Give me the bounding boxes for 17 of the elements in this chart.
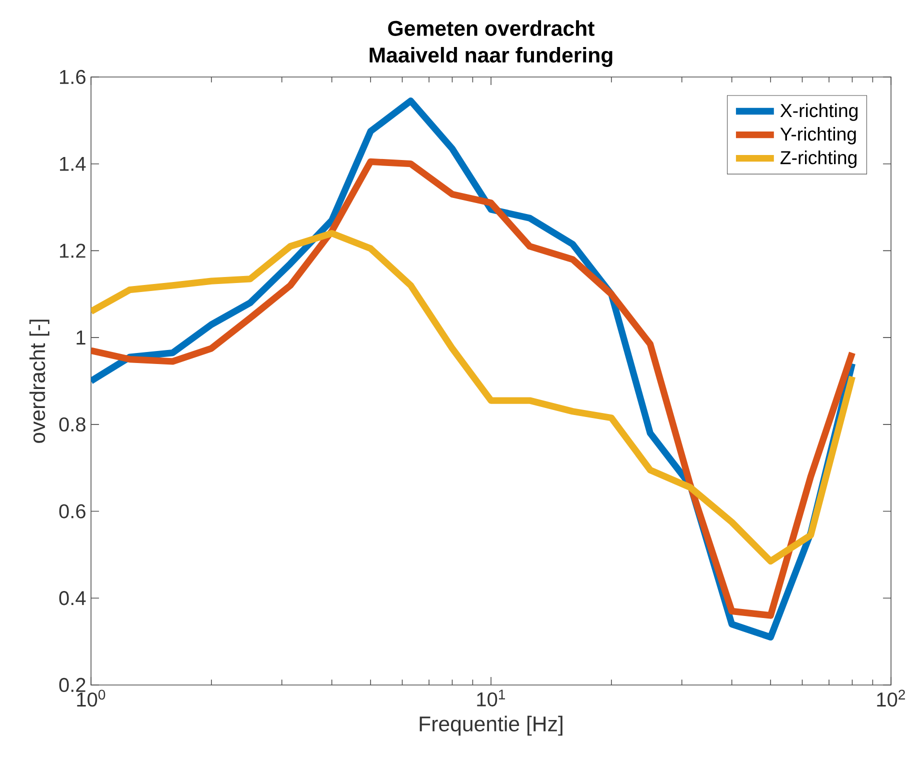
x-axis-title: Frequentie [Hz] [420, 716, 562, 736]
x-tick-label: 10$^{1}$ [477, 690, 505, 706]
y-tick-label: 1.4 [60, 156, 86, 171]
legend-label: X-richting [780, 103, 858, 121]
legend-label: Z-richting [780, 150, 856, 168]
chart-subtitle: Maaiveld naar fundering [370, 46, 612, 67]
y-tick-label: 0.2 [59, 678, 86, 692]
y-tick-label: 0.6 [59, 504, 86, 518]
y-tick-label: 0.4 [59, 591, 86, 606]
x-tick-label: 10$^{2}$ [877, 690, 905, 707]
y-tick-label: 0.8 [59, 417, 86, 432]
chart-title: Gemeten overdracht [388, 20, 594, 36]
y-tick-label: 1.2 [60, 244, 86, 258]
legend-label: Y-richting [780, 127, 856, 144]
y-tick-label: 1.6 [60, 70, 86, 84]
y-tick-label: 1 [76, 330, 86, 344]
y-axis-title: overdracht [-] [29, 320, 50, 443]
